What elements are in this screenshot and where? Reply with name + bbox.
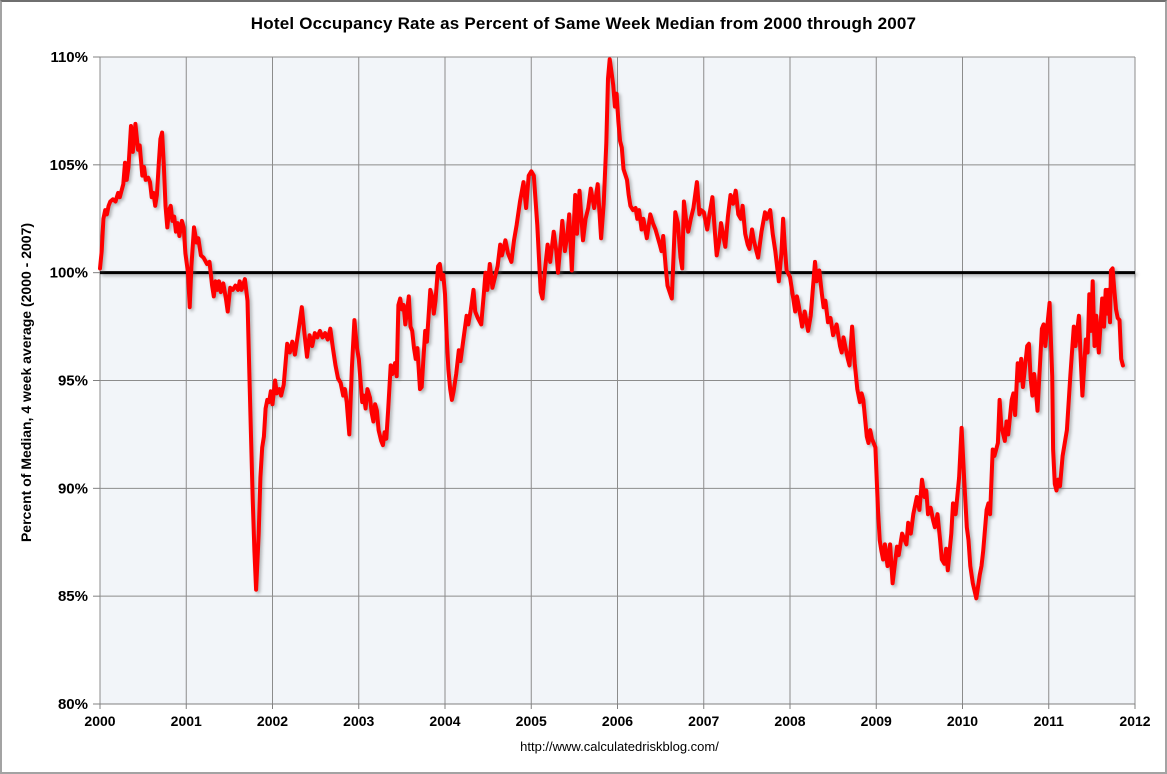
- y-tick-label: 80%: [58, 696, 88, 713]
- chart-title: Hotel Occupancy Rate as Percent of Same …: [250, 14, 917, 33]
- source-url-text: http://www.calculatedriskblog.com/: [520, 739, 719, 754]
- x-tick-label: 2012: [1119, 713, 1150, 729]
- y-tick-label: 95%: [58, 373, 88, 390]
- y-tick-label: 110%: [50, 49, 88, 66]
- y-tick-label: 105%: [50, 157, 88, 174]
- x-tick-label: 2005: [516, 713, 547, 729]
- x-tick-label: 2011: [1034, 713, 1065, 729]
- x-tick-label: 2003: [343, 713, 374, 729]
- x-tick-label: 2007: [688, 713, 719, 729]
- y-tick-label: 100%: [50, 265, 88, 282]
- x-tick-label: 2001: [171, 713, 202, 729]
- x-tick-label: 2009: [861, 713, 892, 729]
- y-tick-label: 85%: [58, 588, 88, 605]
- y-axis-title: Percent of Median, 4 week average (2000 …: [18, 222, 34, 543]
- occupancy-series-line: [98, 57, 1125, 601]
- x-tick-label: 2008: [774, 713, 805, 729]
- y-tick-label: 90%: [58, 480, 88, 497]
- x-tick-label: 2010: [947, 713, 978, 729]
- x-tick-label: 2004: [429, 713, 460, 729]
- x-tick-label: 2000: [84, 713, 115, 729]
- x-tick-label: 2002: [257, 713, 288, 729]
- x-tick-label: 2006: [602, 713, 633, 729]
